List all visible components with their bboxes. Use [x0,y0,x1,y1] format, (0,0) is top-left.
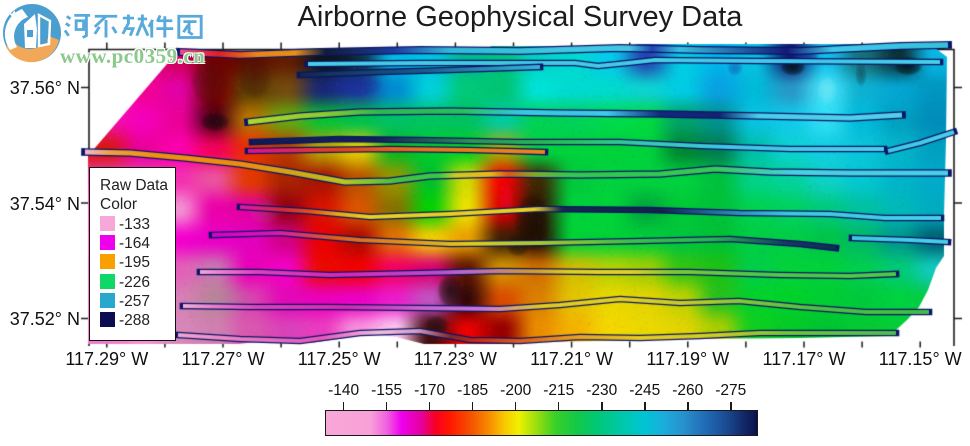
legend-box: Raw Data Color -133 -164 -195 -226 -257 -288 [89,167,176,341]
legend-swatch [100,292,115,308]
legend-title: Raw Data Color [100,177,169,213]
colorbar-tick-label: -230 [586,382,618,399]
colorbar-tick-label: -260 [672,382,704,399]
legend-value: -195 [119,254,151,272]
lon-tick-label: 117.27° W [181,349,265,369]
colorbar-tick [557,402,560,410]
colorbar-tick [385,402,388,410]
lat-tick-label: 37.56° N [9,78,80,98]
lon-tick-label: 117.19° W [646,349,730,369]
legend-value: -288 [119,312,151,329]
colorbar-tick-label: -215 [543,382,575,399]
colorbar-tick-label: -155 [371,382,403,399]
watermark-site-url: www.pc0359.cn [60,44,206,68]
colorbar-tick [342,402,345,410]
legend-value: -133 [119,216,151,233]
legend-value: -226 [119,273,151,291]
colorbar-tick-label: -245 [629,382,661,399]
colorbar-tick [471,402,474,410]
lon-tick-label: 117.21° W [530,349,614,369]
chart-title: Airborne Geophysical Survey Data [297,1,743,33]
legend-value: -257 [119,292,151,310]
colorbar-tick-label: -200 [500,382,532,399]
legend-swatch [100,312,115,327]
lat-tick-label: 37.52° N [9,309,80,329]
colorbar-tick [729,402,732,410]
lon-tick-label: 117.25° W [297,349,381,369]
lat-tick-label: 37.54° N [9,193,80,214]
legend-swatch [100,216,115,231]
legend-swatch [100,235,115,251]
lon-tick-label: 117.29° W [65,349,149,369]
legend-value: -164 [119,235,151,253]
colorbar-tick-label: -275 [715,382,747,399]
colorbar-tick [643,402,646,410]
colorbar-gradient [325,410,758,436]
watermark-site-name-glyphs [64,14,203,39]
colorbar-tick-label: -140 [328,382,360,399]
colorbar-tick [600,402,603,410]
legend-swatch [100,254,115,270]
lon-tick-label: 117.23° W [413,349,497,369]
colorbar-tick-label: -185 [457,382,489,399]
legend-swatch [100,273,115,289]
colorbar-tick [428,402,431,410]
colorbar-tick [514,402,517,410]
watermark: www.pc0359.cn [0,0,205,69]
pc0359-logo-icon [3,4,61,63]
lon-tick-label: 117.17° W [762,349,846,369]
lon-tick-label: 117.15° W [878,349,962,369]
colorbar-tick [686,402,689,410]
colorbar-tick-label: -170 [414,382,446,399]
